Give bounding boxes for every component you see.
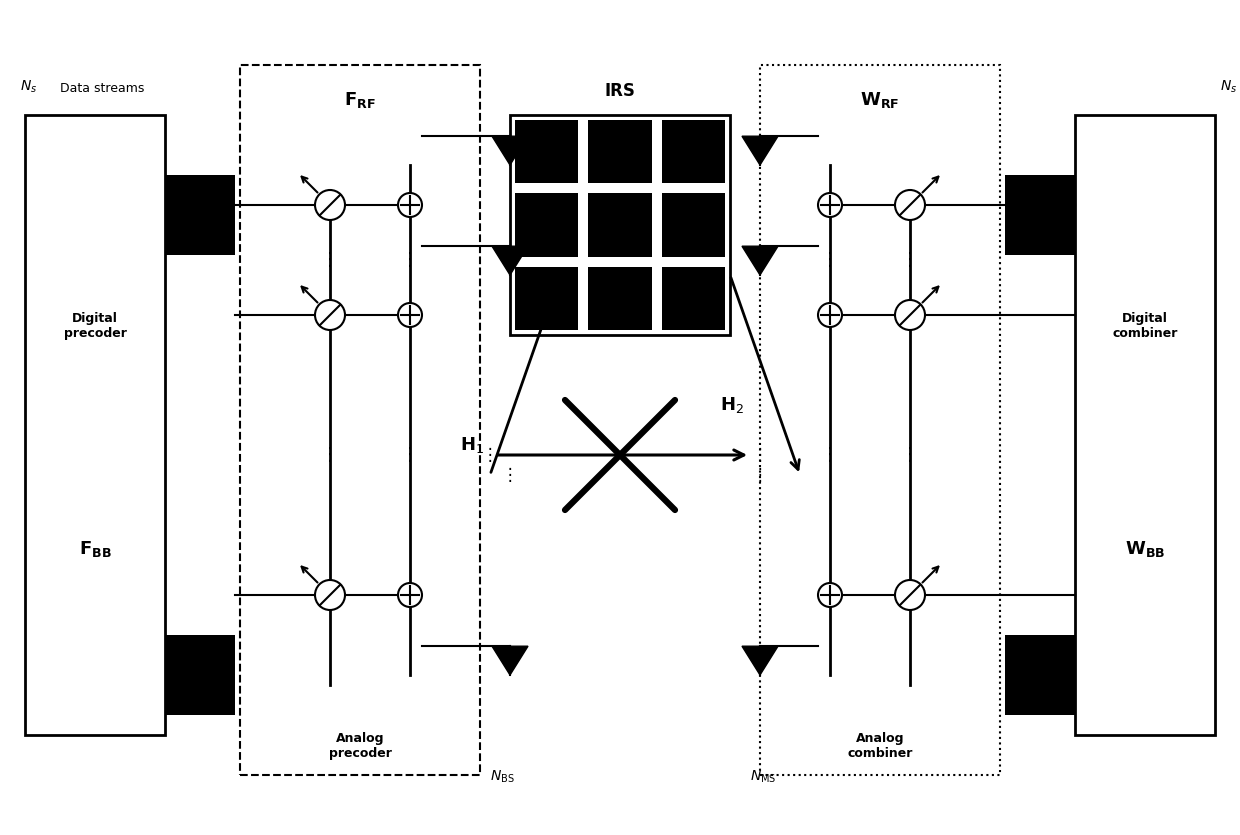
Circle shape: [398, 303, 422, 327]
Circle shape: [895, 300, 925, 330]
Text: $\it{N}_s$: $\it{N}_s$: [20, 78, 37, 95]
Text: ⋮: ⋮: [901, 446, 919, 464]
Text: Analog
combiner: Analog combiner: [847, 732, 913, 760]
Polygon shape: [492, 646, 528, 675]
Polygon shape: [742, 136, 777, 165]
Text: ⋮: ⋮: [751, 466, 769, 484]
Circle shape: [818, 303, 842, 327]
Circle shape: [315, 300, 345, 330]
Bar: [588, 266, 652, 330]
Polygon shape: [492, 136, 528, 165]
Bar: [165, 635, 236, 715]
Text: IRS: IRS: [605, 82, 635, 100]
Text: ⋮: ⋮: [481, 446, 498, 464]
Bar: [1004, 175, 1075, 255]
Text: ⋮: ⋮: [321, 446, 339, 464]
Text: Analog
precoder: Analog precoder: [329, 732, 392, 760]
Text: $\it{N}_s$: $\it{N}_s$: [1220, 78, 1238, 95]
Bar: [510, 115, 730, 335]
Circle shape: [818, 583, 842, 607]
Bar: [1004, 635, 1075, 715]
Polygon shape: [742, 646, 777, 675]
Bar: [588, 120, 652, 184]
Text: Digital
precoder: Digital precoder: [63, 311, 126, 340]
Text: Data streams: Data streams: [60, 82, 144, 95]
Text: ⋮: ⋮: [821, 251, 839, 269]
Circle shape: [315, 190, 345, 220]
Text: ⋮: ⋮: [502, 466, 518, 484]
Text: ⋮: ⋮: [751, 446, 769, 464]
Text: $\mathbf{F}_{\mathbf{BB}}$: $\mathbf{F}_{\mathbf{BB}}$: [78, 539, 112, 559]
Text: $\mathbf{F}_{\mathbf{RF}}$: $\mathbf{F}_{\mathbf{RF}}$: [345, 90, 376, 110]
Bar: [760, 65, 999, 775]
Circle shape: [895, 190, 925, 220]
Circle shape: [315, 580, 345, 610]
Bar: [588, 194, 652, 256]
Bar: [515, 194, 578, 256]
Bar: [165, 175, 236, 255]
Text: $\mathbf{W}_{\mathbf{BB}}$: $\mathbf{W}_{\mathbf{BB}}$: [1125, 539, 1166, 559]
Bar: [515, 266, 578, 330]
Circle shape: [398, 193, 422, 217]
Bar: [515, 120, 578, 184]
Circle shape: [818, 193, 842, 217]
Text: $\mathbf{H}_2$: $\mathbf{H}_2$: [720, 395, 744, 415]
Bar: [662, 120, 725, 184]
Text: ⋮: ⋮: [321, 251, 339, 269]
Circle shape: [895, 580, 925, 610]
Bar: [241, 65, 480, 775]
Polygon shape: [492, 246, 528, 275]
Text: ⋮: ⋮: [821, 446, 839, 464]
Text: ⋮: ⋮: [401, 446, 419, 464]
Text: $\mathbf{W}_{\mathbf{RF}}$: $\mathbf{W}_{\mathbf{RF}}$: [861, 90, 900, 110]
Bar: [1075, 115, 1215, 735]
Bar: [25, 115, 165, 735]
Text: Digital
combiner: Digital combiner: [1112, 311, 1178, 340]
Bar: [662, 266, 725, 330]
Text: ⋮: ⋮: [401, 251, 419, 269]
Text: ⋮: ⋮: [901, 251, 919, 269]
Polygon shape: [742, 246, 777, 275]
Text: $\it{N}_{\mathrm{BS}}$: $\it{N}_{\mathrm{BS}}$: [490, 768, 515, 785]
Bar: [662, 194, 725, 256]
Circle shape: [398, 583, 422, 607]
Text: $\mathbf{H}_1$: $\mathbf{H}_1$: [460, 435, 484, 455]
Text: $\it{N}_{\mathrm{MS}}$: $\it{N}_{\mathrm{MS}}$: [750, 768, 776, 785]
